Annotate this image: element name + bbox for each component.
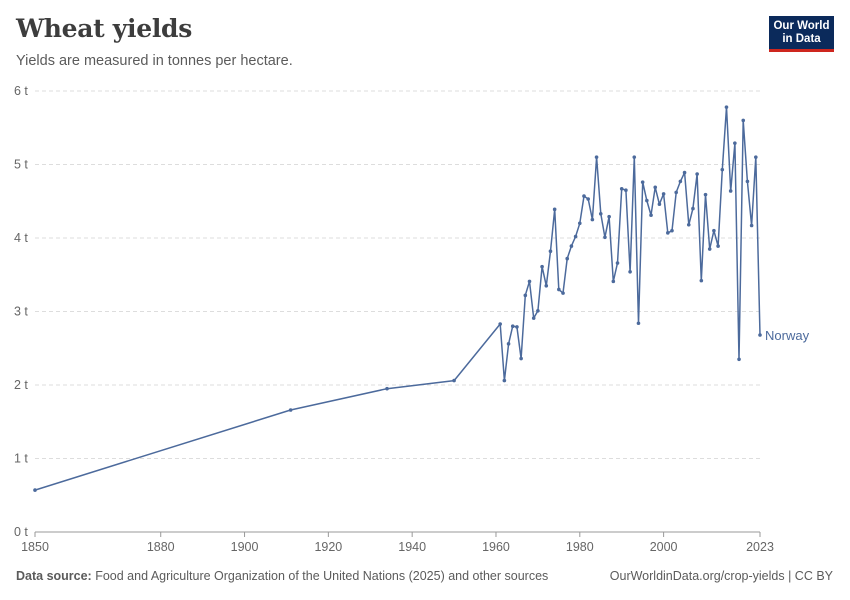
data-point	[540, 264, 544, 269]
data-point	[686, 222, 691, 227]
data-source-label: Data source:	[16, 569, 92, 583]
data-point	[506, 342, 511, 346]
data-point	[498, 322, 502, 326]
data-point	[502, 378, 507, 383]
data-point	[716, 244, 720, 248]
data-point	[707, 247, 712, 251]
data-point	[733, 141, 737, 145]
data-point	[670, 228, 674, 233]
data-point	[598, 211, 603, 216]
data-point	[645, 198, 649, 203]
y-tick-label: 3 t	[14, 305, 28, 319]
x-tick-label: 1920	[314, 540, 342, 554]
data-point	[632, 155, 637, 159]
data-point	[582, 194, 586, 198]
logo-line-2: in Data	[782, 33, 821, 45]
data-point	[754, 155, 758, 159]
data-point	[741, 118, 746, 123]
data-point	[678, 179, 683, 184]
source-url-link[interactable]: OurWorldinData.org/crop-yields | CC BY	[609, 569, 833, 583]
data-point	[728, 189, 733, 193]
data-point	[703, 192, 708, 197]
data-point	[569, 244, 574, 248]
data-point	[531, 316, 536, 320]
data-point	[594, 155, 599, 159]
data-point	[661, 192, 666, 196]
chart-subtitle: Yields are measured in tonnes per hectar…	[16, 53, 293, 69]
data-point	[515, 325, 519, 329]
data-point	[682, 170, 687, 175]
data-source-text: Food and Agriculture Organization of the…	[95, 569, 549, 583]
data-point	[724, 105, 729, 109]
x-tick-label: 1850	[21, 540, 49, 554]
x-tick-label: 1980	[566, 540, 594, 554]
x-tick-label: 1940	[398, 540, 426, 554]
data-point	[636, 321, 641, 326]
data-point	[615, 261, 620, 265]
y-tick-label: 1 t	[14, 452, 28, 466]
data-point	[557, 287, 561, 292]
data-point	[603, 235, 607, 240]
chart-title: Wheat yields	[16, 14, 192, 43]
data-point	[544, 283, 549, 288]
data-point	[586, 197, 590, 201]
data-point	[552, 207, 557, 212]
y-tick-label: 2 t	[14, 378, 28, 392]
data-point	[720, 167, 725, 172]
data-point	[577, 221, 582, 226]
data-point	[737, 357, 741, 362]
data-point	[691, 206, 695, 211]
data-point	[536, 308, 540, 313]
x-tick-label: 2023	[746, 540, 774, 554]
data-point	[749, 223, 754, 228]
data-point	[510, 324, 515, 329]
data-point	[607, 214, 611, 219]
data-point	[33, 488, 37, 492]
data-point	[666, 231, 670, 235]
data-point	[695, 172, 699, 176]
x-tick-label: 1960	[482, 540, 510, 554]
data-point	[519, 356, 523, 361]
data-point	[288, 408, 293, 412]
data-point	[649, 213, 653, 218]
y-tick-label: 4 t	[14, 231, 28, 245]
y-tick-label: 6 t	[14, 84, 28, 98]
data-point	[657, 202, 662, 206]
data-point	[619, 186, 624, 191]
data-point	[565, 256, 570, 261]
data-point	[674, 190, 678, 195]
data-point	[758, 333, 762, 337]
logo-line-1: Our World	[773, 20, 830, 32]
y-tick-label: 0 t	[14, 525, 28, 539]
series-label-norway: Norway	[765, 328, 810, 343]
y-tick-label: 5 t	[14, 158, 28, 172]
data-point	[745, 179, 750, 184]
data-point	[523, 293, 528, 298]
data-point	[712, 228, 716, 233]
data-point	[452, 378, 456, 383]
x-tick-label: 1900	[231, 540, 259, 554]
data-point	[561, 291, 565, 295]
data-point	[699, 278, 704, 283]
data-point	[527, 279, 532, 284]
data-point	[628, 270, 632, 274]
owid-logo[interactable]: Our World in Data	[769, 16, 834, 52]
data-source: Data source: Food and Agriculture Organi…	[16, 569, 548, 583]
x-tick-label: 1880	[147, 540, 175, 554]
data-point	[590, 217, 595, 222]
x-tick-label: 2000	[650, 540, 678, 554]
data-point	[653, 185, 658, 190]
data-point	[573, 234, 578, 239]
data-point	[640, 180, 645, 184]
data-point	[548, 249, 553, 254]
data-point	[624, 188, 628, 193]
data-point	[611, 279, 616, 284]
data-point	[385, 386, 389, 391]
